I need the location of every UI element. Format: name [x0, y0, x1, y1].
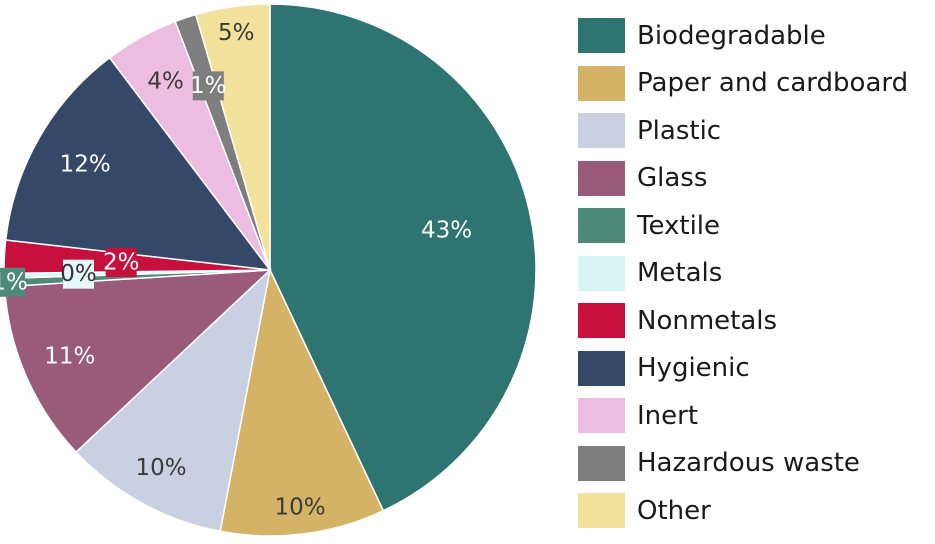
legend-item-other: Other — [578, 487, 908, 535]
legend-label: Hazardous waste — [637, 448, 860, 479]
legend-item-paper-and-cardboard: Paper and cardboard — [578, 60, 908, 108]
legend-label: Paper and cardboard — [637, 68, 909, 99]
legend-swatch — [578, 303, 625, 339]
legend-label: Hygienic — [637, 353, 750, 384]
legend-swatch — [578, 445, 625, 481]
legend-item-hazardous-waste: Hazardous waste — [578, 440, 908, 488]
legend-swatch — [578, 65, 625, 101]
legend-item-hygienic: Hygienic — [578, 345, 908, 393]
legend-item-metals: Metals — [578, 250, 908, 298]
data-label-other: 5% — [218, 20, 255, 46]
data-label-nonmetals: 2% — [103, 250, 140, 276]
legend-swatch — [578, 350, 625, 386]
data-label-bg-nonmetals — [105, 248, 137, 277]
data-label-plastic: 10% — [136, 455, 187, 481]
slice-glass — [3, 269, 273, 454]
pie-labels: 43%10%10%11%1%0%2%12%4%1%5% — [0, 20, 472, 521]
legend-swatch — [578, 398, 625, 434]
legend-label: Textile — [637, 210, 721, 241]
slice-paper-and-cardboard — [219, 267, 385, 537]
legend-swatch — [578, 18, 625, 54]
legend-swatch — [578, 255, 625, 291]
data-label-hygienic: 12% — [60, 152, 111, 178]
legend-swatch — [578, 208, 625, 244]
legend-label: Biodegradable — [637, 20, 826, 51]
data-label-hazardous-waste: 1% — [190, 73, 227, 99]
data-label-bg-metals — [63, 259, 94, 289]
data-label-glass: 11% — [44, 344, 95, 370]
data-label-bg-hazardous-waste — [192, 71, 224, 101]
slice-plastic — [75, 267, 272, 533]
data-label-inert: 4% — [147, 69, 184, 95]
legend-item-plastic: Plastic — [578, 107, 908, 155]
data-label-bg-textile — [0, 267, 26, 297]
chart-legend: Biodegradable Paper and cardboard Plastic G… — [578, 12, 908, 535]
legend-label: Glass — [637, 163, 708, 194]
legend-label: Metals — [637, 258, 723, 289]
slice-biodegradable — [269, 3, 537, 512]
legend-label: Other — [637, 495, 711, 526]
legend-label: Nonmetals — [637, 305, 778, 336]
slice-hygienic — [4, 56, 272, 271]
slice-other — [194, 3, 271, 271]
legend-item-glass: Glass — [578, 155, 908, 203]
legend-item-nonmetals: Nonmetals — [578, 297, 908, 345]
data-label-paper-and-cardboard: 10% — [274, 495, 325, 521]
data-label-metals: 0% — [60, 261, 97, 287]
data-label-biodegradable: 43% — [421, 218, 472, 244]
legend-item-biodegradable: Biodegradable — [578, 12, 908, 60]
legend-label: Inert — [637, 400, 699, 431]
data-label-textile: 1% — [0, 269, 28, 295]
legend-swatch — [578, 113, 625, 149]
legend-swatch — [578, 160, 625, 196]
legend-swatch — [578, 493, 625, 529]
legend-label: Plastic — [637, 115, 722, 146]
legend-item-inert: Inert — [578, 392, 908, 440]
legend-item-textile: Textile — [578, 202, 908, 250]
